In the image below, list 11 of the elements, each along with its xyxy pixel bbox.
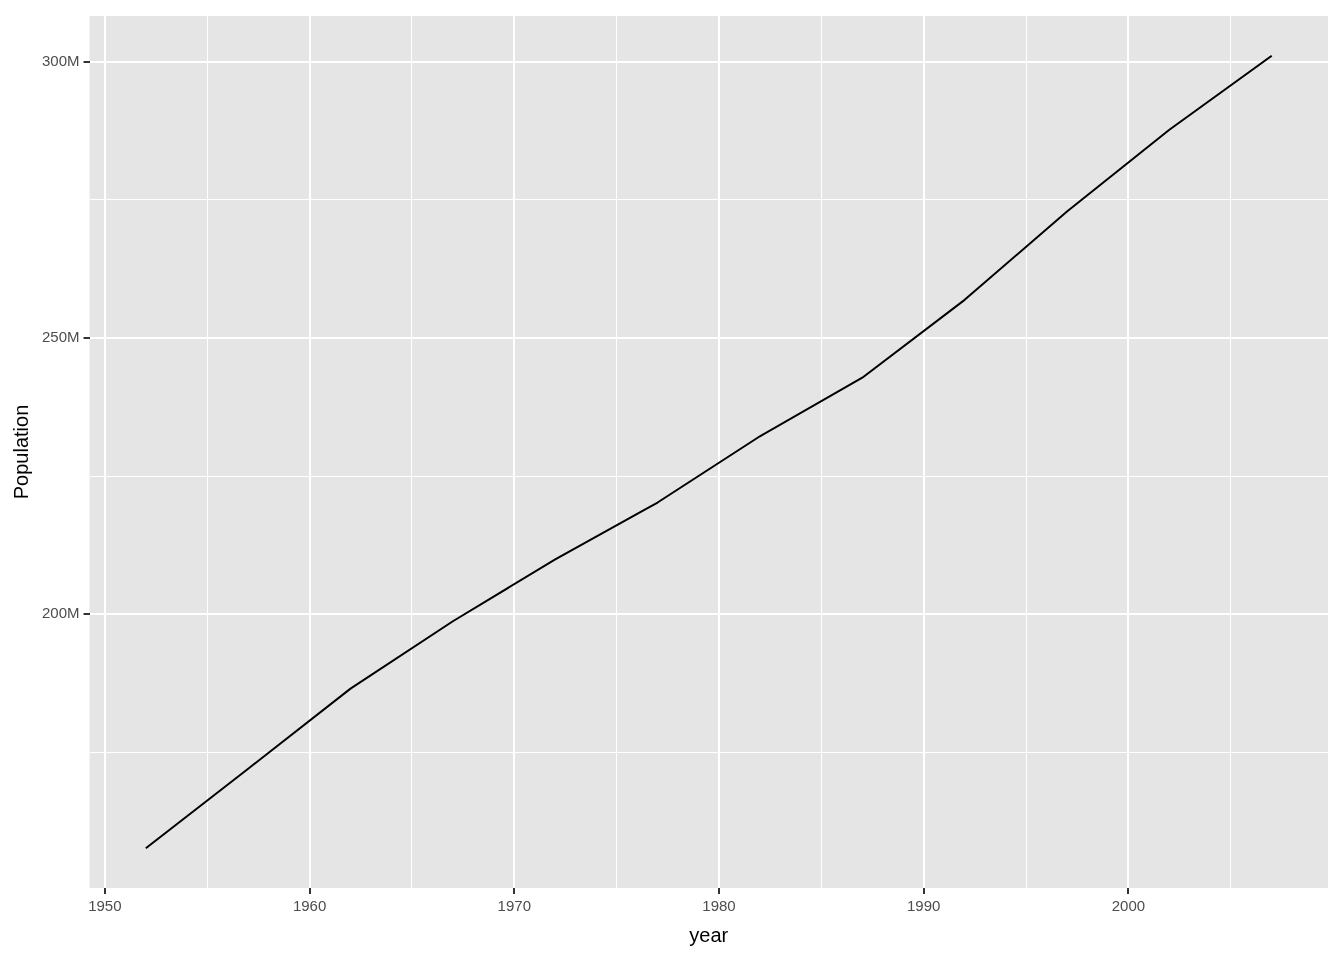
x-tick-label: 1960	[292, 897, 327, 915]
x-tick-label: 2000	[1111, 897, 1146, 915]
y-axis-title: Population	[9, 404, 32, 500]
x-tick-label: 1970	[497, 897, 531, 915]
y-tick-label: 300M	[41, 51, 80, 69]
x-tick-label: 1990	[907, 897, 941, 915]
y-tick-label: 200M	[41, 604, 80, 622]
x-tick-label: 1980	[702, 897, 736, 915]
x-tick-label: 1950	[88, 897, 122, 915]
x-axis-title: year	[689, 923, 729, 946]
y-tick-label: 250M	[41, 328, 80, 346]
